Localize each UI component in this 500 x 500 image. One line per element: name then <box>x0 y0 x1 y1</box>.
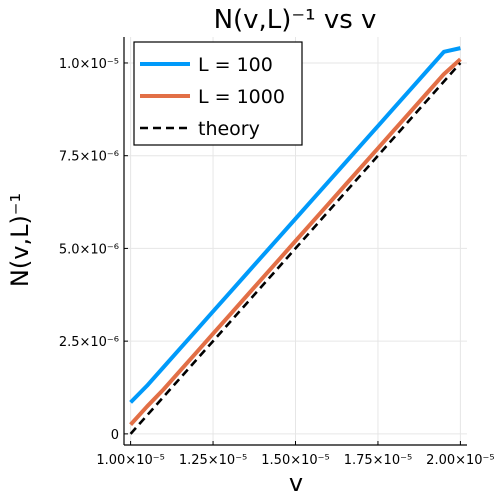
y-tick-label: 7.5×10⁻⁶ <box>59 150 119 165</box>
legend-box <box>133 41 303 146</box>
series-layer <box>129 46 462 435</box>
legend: L = 100 L = 1000 theory <box>133 41 303 146</box>
legend-label: L = 1000 <box>198 86 285 108</box>
axes <box>123 37 467 446</box>
y-tick-label: 2.5×10⁻⁶ <box>59 335 119 350</box>
tick-labels: 1.00×10⁻⁵ 1.25×10⁻⁵ 1.50×10⁻⁵ 1.75×10⁻⁵ 2.00… <box>59 57 495 468</box>
series-line-1 <box>129 57 462 426</box>
x-tick-label: 1.75×10⁻⁵ <box>344 453 412 468</box>
x-tick-label: 2.00×10⁻⁵ <box>426 453 494 468</box>
legend-label: theory <box>198 118 260 140</box>
series-line-2 <box>129 62 462 435</box>
y-tick-label: 5.0×10⁻⁶ <box>59 242 119 257</box>
y-tick-label: 0 <box>111 428 119 443</box>
chart-title: N(v,L)⁻¹ vs v <box>214 5 377 35</box>
x-tick-label: 1.00×10⁻⁵ <box>96 453 164 468</box>
x-tick-label: 1.25×10⁻⁵ <box>179 453 247 468</box>
x-tick-label: 1.50×10⁻⁵ <box>261 453 329 468</box>
y-tick-label: 1.0×10⁻⁵ <box>59 57 119 72</box>
x-axis-label: v <box>289 469 303 497</box>
series-line-0 <box>129 46 461 404</box>
y-axis-label: N(v,L)⁻¹ <box>6 193 34 287</box>
legend-label: L = 100 <box>198 54 273 76</box>
